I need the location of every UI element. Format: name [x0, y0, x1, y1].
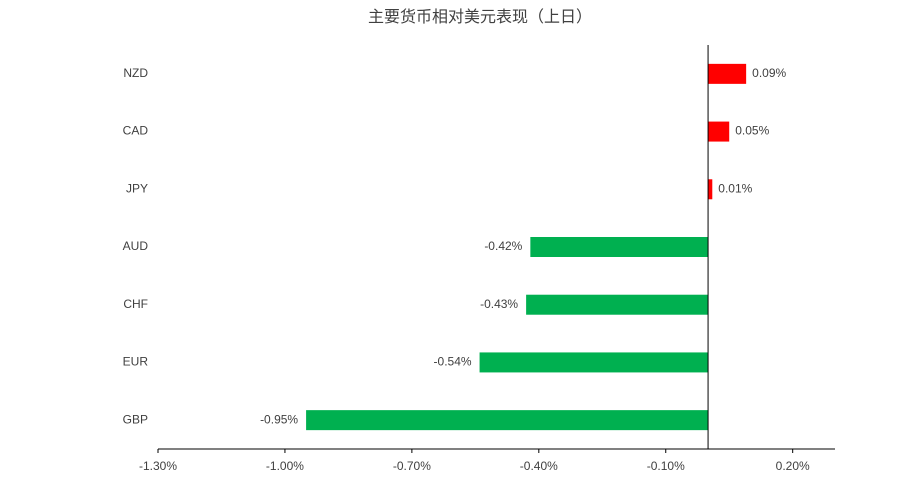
x-tick-label: -1.00%	[266, 459, 304, 473]
y-tick-label: EUR	[123, 355, 149, 369]
bar	[708, 121, 730, 142]
bar	[479, 352, 709, 373]
y-tick-label: NZD	[123, 66, 148, 80]
value-label: 0.01%	[718, 181, 752, 195]
y-tick-label: JPY	[126, 181, 148, 195]
x-tick-label: -0.40%	[520, 459, 558, 473]
y-tick-label: CHF	[123, 297, 148, 311]
x-tick-label: 0.20%	[776, 459, 810, 473]
bar	[306, 410, 709, 431]
y-tick-label: GBP	[123, 412, 148, 426]
value-label: -0.43%	[480, 297, 518, 311]
bar	[708, 63, 747, 84]
x-tick-label: -0.70%	[393, 459, 431, 473]
value-label: 0.09%	[752, 66, 786, 80]
bar	[708, 179, 713, 200]
y-tick-label: AUD	[123, 239, 149, 253]
chart-title: 主要货币相对美元表现（上日）	[368, 8, 592, 26]
bar	[530, 237, 709, 257]
value-label: -0.42%	[484, 239, 522, 253]
x-tick-label: -0.10%	[647, 459, 685, 473]
bar	[526, 294, 709, 315]
x-tick-label: -1.30%	[139, 459, 177, 473]
value-label: 0.05%	[735, 124, 769, 138]
value-label: -0.95%	[260, 412, 298, 426]
y-tick-label: CAD	[123, 124, 149, 138]
value-label: -0.54%	[434, 355, 472, 369]
